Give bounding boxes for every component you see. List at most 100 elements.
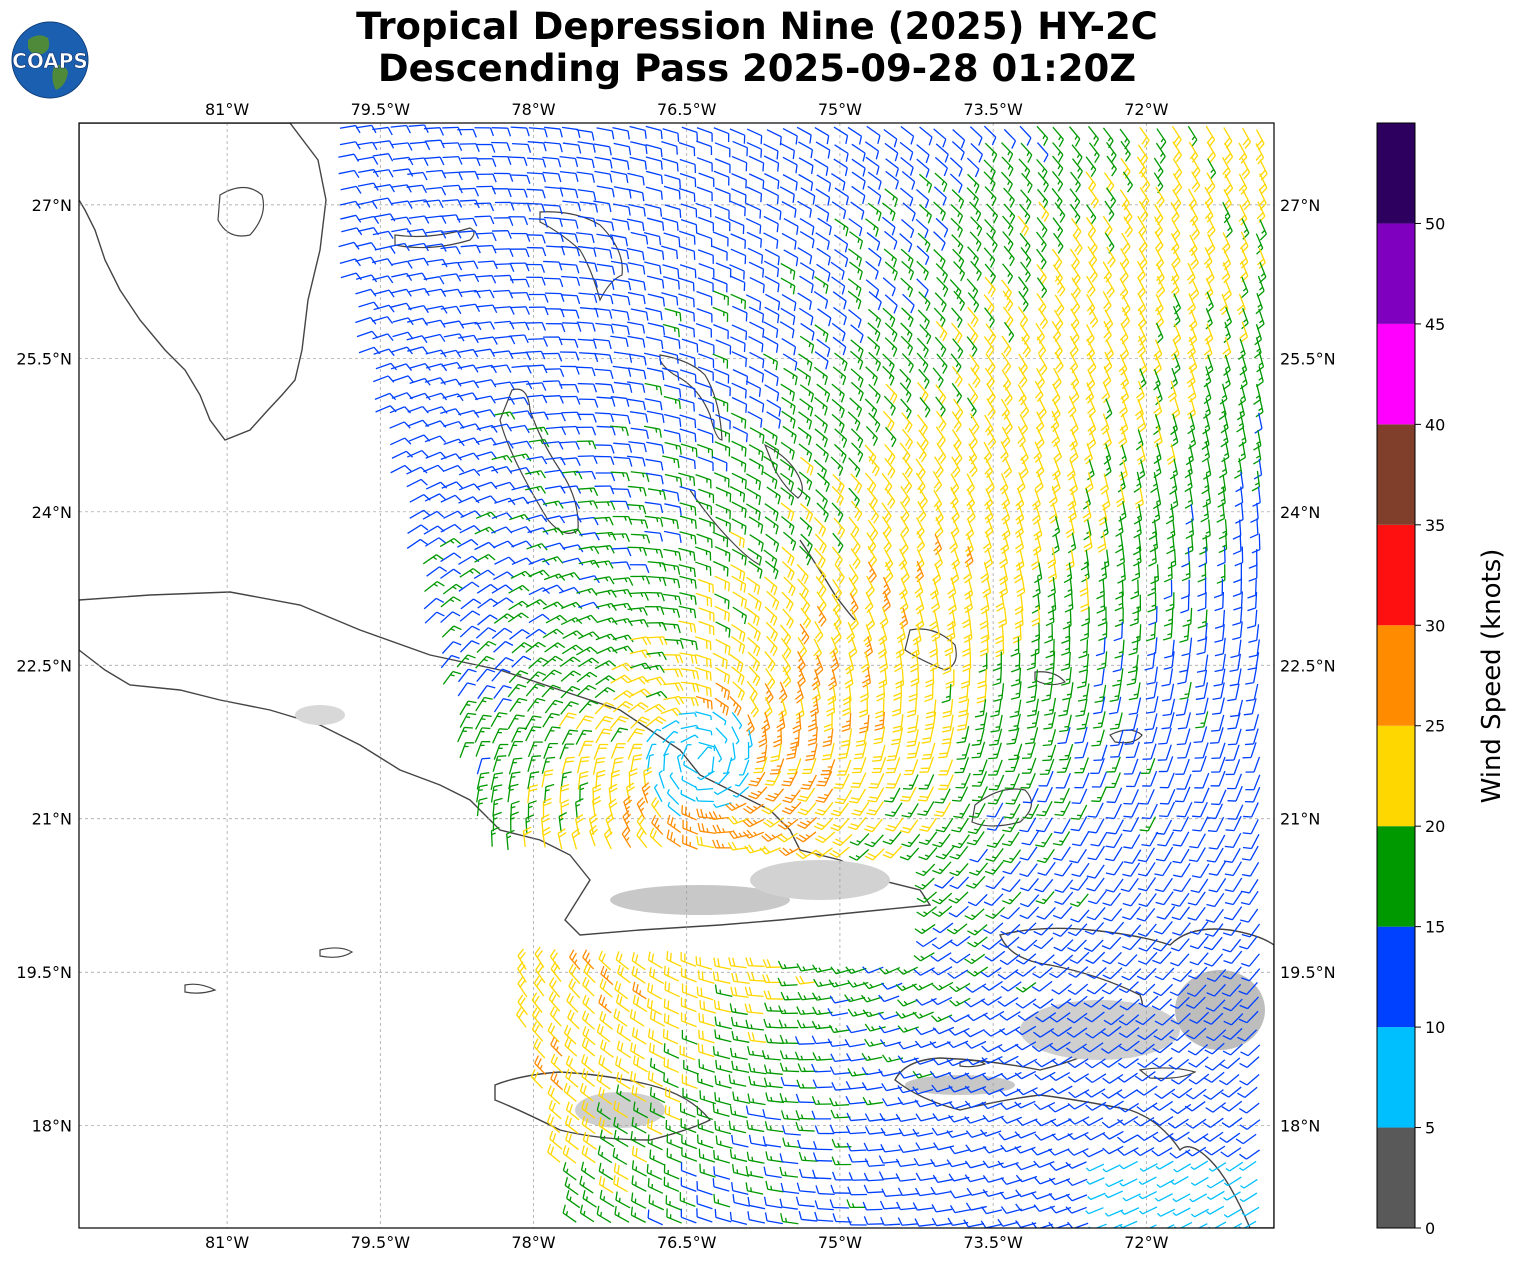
wind-barb	[983, 159, 996, 180]
barb-flag	[1192, 167, 1199, 175]
barb-staff	[1019, 125, 1032, 139]
barb-staff	[798, 173, 813, 183]
barb-staff	[645, 186, 662, 192]
barb-half-flag	[926, 181, 930, 187]
barb-staff	[542, 171, 559, 175]
barb-flag	[676, 296, 679, 306]
barb-staff	[576, 366, 593, 369]
barb-half-flag	[1041, 168, 1045, 173]
barb-flag	[943, 183, 948, 193]
barb-flag	[1090, 197, 1097, 206]
barb-staff	[1191, 171, 1201, 186]
barb-staff	[729, 128, 745, 136]
wind-barb	[951, 189, 965, 209]
barb-flag	[1260, 187, 1268, 195]
wind-barb	[1052, 126, 1064, 148]
barb-staff	[798, 141, 813, 151]
barb-staff	[357, 156, 374, 161]
barb-flag	[506, 142, 511, 152]
barb-flag	[862, 168, 866, 177]
wind-barb	[885, 158, 899, 177]
barb-flag	[407, 142, 413, 151]
barb-staff	[983, 159, 996, 172]
barb-staff	[1036, 142, 1049, 155]
barb-flag	[792, 194, 795, 203]
barb-flag	[1175, 139, 1182, 147]
barb-flag	[677, 280, 680, 290]
barb-staff	[357, 182, 374, 187]
wind-barb	[372, 169, 394, 178]
barb-staff	[867, 171, 882, 183]
barb-flag	[387, 127, 393, 136]
wind-barb	[713, 127, 730, 143]
barb-flag	[676, 250, 679, 260]
barb-staff	[885, 158, 899, 169]
wind-barb	[967, 173, 980, 194]
barb-flag	[694, 520, 697, 529]
barb-staff	[595, 501, 612, 504]
barb-flag	[660, 175, 664, 184]
wind-barb	[1172, 141, 1183, 163]
barb-staff	[1188, 141, 1199, 156]
wind-barb	[645, 170, 664, 184]
barb-staff	[1259, 173, 1268, 189]
wind-barb	[1140, 170, 1151, 193]
barb-staff	[970, 142, 983, 155]
barb-staff	[916, 158, 930, 170]
barb-flag	[1058, 138, 1064, 148]
barb-flag	[1008, 153, 1014, 163]
barb-flag	[1074, 201, 1081, 210]
barb-staff	[338, 153, 355, 158]
eleuthera-island	[659, 354, 723, 441]
barb-flag	[761, 255, 764, 264]
barb-flag	[1139, 154, 1146, 163]
barb-staff	[527, 141, 544, 144]
wind-barb	[1088, 187, 1099, 209]
barb-staff	[338, 169, 355, 175]
cayman-islands	[184, 983, 217, 994]
barb-staff	[782, 156, 798, 166]
barb-flag	[992, 154, 998, 163]
wind-barb	[661, 141, 678, 155]
barb-flag	[1193, 185, 1201, 193]
barb-staff	[851, 185, 866, 197]
wind-barb	[1020, 189, 1032, 210]
wind-barb	[983, 125, 997, 146]
barb-staff	[782, 127, 798, 137]
barb-flag	[578, 145, 582, 154]
barb-flag	[678, 190, 681, 200]
wind-barb	[984, 186, 997, 207]
barb-flag	[842, 182, 846, 191]
barb-flag	[693, 402, 695, 412]
barb-staff	[442, 126, 459, 129]
barb-flag	[1241, 168, 1249, 176]
barb-flag	[1093, 200, 1099, 209]
barb-flag	[660, 161, 663, 170]
barb-flag	[909, 167, 914, 176]
barb-flag	[845, 135, 849, 145]
barb-staff	[560, 309, 577, 312]
barb-flag	[1238, 184, 1246, 192]
barb-flag	[625, 174, 629, 183]
barb-flag	[1141, 136, 1148, 145]
barb-half-flag	[990, 195, 994, 200]
wind-barb	[834, 187, 849, 206]
wind-barb	[983, 171, 996, 192]
wind-barb	[934, 172, 948, 193]
barb-staff	[884, 142, 899, 154]
barb-staff	[1140, 170, 1151, 186]
wind-barb	[577, 141, 596, 153]
wind-barb	[1191, 171, 1201, 193]
barb-staff	[901, 171, 916, 183]
barb-staff	[1224, 173, 1234, 189]
wind-barb	[409, 141, 431, 151]
gonave-island	[1138, 1067, 1197, 1079]
barb-flag	[1042, 171, 1048, 180]
barb-half-flag	[1125, 150, 1129, 155]
wind-barb	[372, 126, 393, 136]
wind-barb	[475, 143, 496, 153]
wind-barb	[491, 141, 511, 152]
barb-flag	[745, 404, 748, 413]
barb-flag	[626, 161, 630, 170]
barb-flag	[373, 169, 379, 178]
